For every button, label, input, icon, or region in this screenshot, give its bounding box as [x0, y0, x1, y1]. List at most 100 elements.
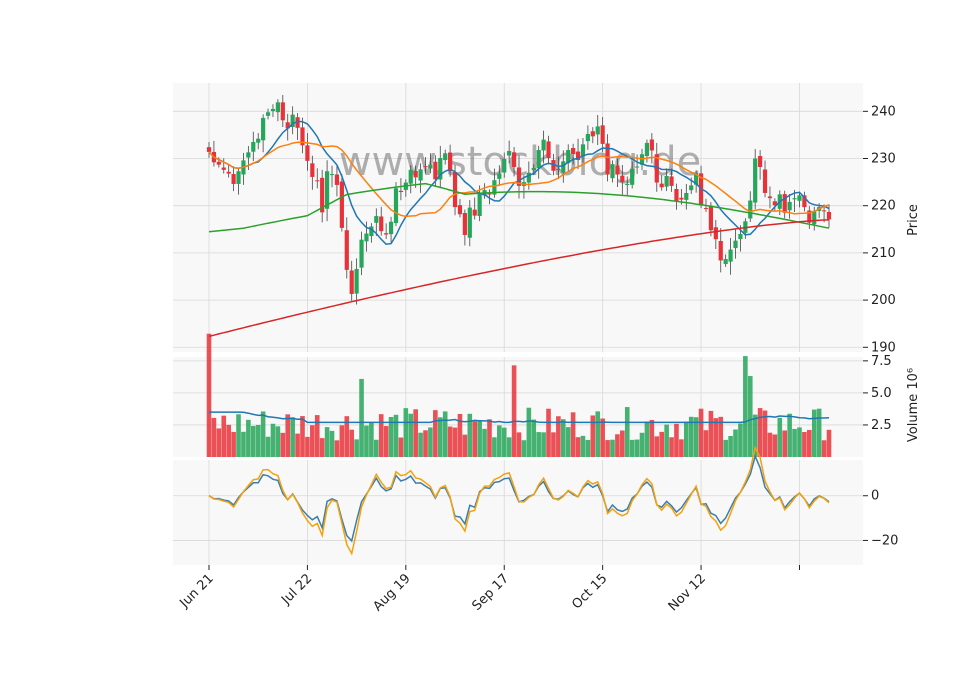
- volume-bar: [526, 407, 532, 457]
- volume-bar: [364, 425, 369, 457]
- candle-up: [359, 239, 364, 268]
- candle-up: [477, 192, 482, 216]
- volume-bar: [482, 428, 487, 457]
- volume-bar: [816, 408, 822, 457]
- candle-up: [265, 112, 271, 116]
- candle-up: [595, 126, 600, 135]
- candle-down: [295, 117, 300, 128]
- ma-mid-line: [208, 141, 830, 218]
- volume-bar: [487, 419, 492, 457]
- volume-bar: [762, 410, 768, 457]
- candle-up: [393, 188, 399, 224]
- volume-bar: [752, 414, 758, 457]
- volume-bar: [777, 417, 783, 457]
- volume-bar: [255, 424, 261, 457]
- volume-bar: [738, 423, 743, 457]
- volume-bar: [615, 434, 620, 457]
- candle-down: [433, 161, 438, 180]
- price-tick-label: 210: [871, 246, 896, 261]
- volume-bar: [467, 413, 473, 457]
- volume-bar: [723, 439, 728, 457]
- price-tick-label: 200: [871, 293, 896, 308]
- candle-down: [423, 166, 428, 168]
- volume-bar: [821, 440, 827, 457]
- volume-bar: [369, 422, 374, 457]
- volume-bar: [418, 432, 423, 457]
- volume-bar: [388, 416, 394, 457]
- volume-bar: [246, 419, 251, 457]
- candle-down: [659, 183, 664, 188]
- volume-bar: [260, 411, 266, 457]
- candle-up: [251, 141, 256, 152]
- candle-down: [649, 139, 654, 151]
- volume-tick-label: 5.0: [871, 386, 892, 401]
- candle-up: [664, 175, 669, 187]
- candle-up: [787, 201, 792, 211]
- candle-down: [826, 211, 832, 220]
- candle-down: [310, 163, 315, 177]
- candle-down: [452, 171, 458, 208]
- volume-bar: [797, 427, 802, 457]
- volume-bar: [506, 437, 512, 457]
- volume-bar: [595, 411, 601, 457]
- volume-bar: [457, 413, 463, 457]
- volume-bar: [501, 427, 507, 457]
- volume-bar: [241, 431, 246, 457]
- volume-bar: [570, 412, 576, 457]
- candle-up: [364, 233, 369, 242]
- price-tick-label: 230: [871, 152, 896, 167]
- volume-bar: [605, 440, 610, 457]
- volume-bar: [428, 427, 433, 457]
- volume-bar: [310, 425, 315, 457]
- volume-bar: [590, 415, 596, 457]
- candle-down: [349, 270, 354, 294]
- candle-down: [546, 141, 551, 159]
- candle-up: [585, 133, 590, 142]
- volume-bar: [580, 435, 586, 457]
- volume-bar: [275, 426, 281, 457]
- candle-down: [285, 122, 290, 129]
- candle-down: [767, 196, 773, 199]
- volume-bar: [511, 365, 517, 457]
- candle-down: [448, 152, 453, 172]
- candle-up: [428, 164, 433, 169]
- volume-bar: [634, 439, 640, 457]
- candle-down: [206, 147, 212, 152]
- volume-bar: [393, 414, 399, 457]
- volume-bar: [546, 408, 551, 457]
- volume-bar: [216, 428, 222, 457]
- volume-bar: [497, 425, 502, 457]
- volume-bar: [206, 333, 212, 457]
- volume-bar: [374, 439, 379, 457]
- volume-bar: [324, 427, 330, 457]
- candle-down: [713, 227, 718, 240]
- candle-down: [231, 174, 236, 184]
- candle-up: [625, 183, 630, 185]
- volume-tick-label: 2.5: [871, 418, 892, 433]
- candle-down: [300, 127, 305, 146]
- volume-bar: [280, 432, 286, 457]
- volume-bar: [654, 436, 660, 457]
- volume-bar: [221, 415, 227, 457]
- volume-bar: [792, 428, 797, 457]
- candle-down: [708, 205, 714, 231]
- volume-bar: [703, 430, 709, 457]
- volume-bar: [236, 414, 241, 457]
- candle-down: [802, 195, 807, 208]
- candle-down: [511, 152, 517, 168]
- candle-down: [320, 177, 325, 213]
- volume-bar: [826, 429, 832, 457]
- candle-up: [733, 240, 738, 249]
- candle-down: [762, 169, 768, 193]
- candle-down: [457, 205, 463, 215]
- volume-bar: [664, 424, 669, 457]
- volume-bar: [807, 429, 812, 457]
- candle-up: [561, 161, 566, 173]
- candle-down: [221, 167, 226, 170]
- volume-bar: [314, 415, 320, 457]
- candle-up: [418, 169, 423, 181]
- volume-bar: [728, 436, 733, 457]
- volume-bar: [757, 408, 763, 457]
- volume-bars: [206, 333, 832, 457]
- volume-bar: [684, 421, 689, 457]
